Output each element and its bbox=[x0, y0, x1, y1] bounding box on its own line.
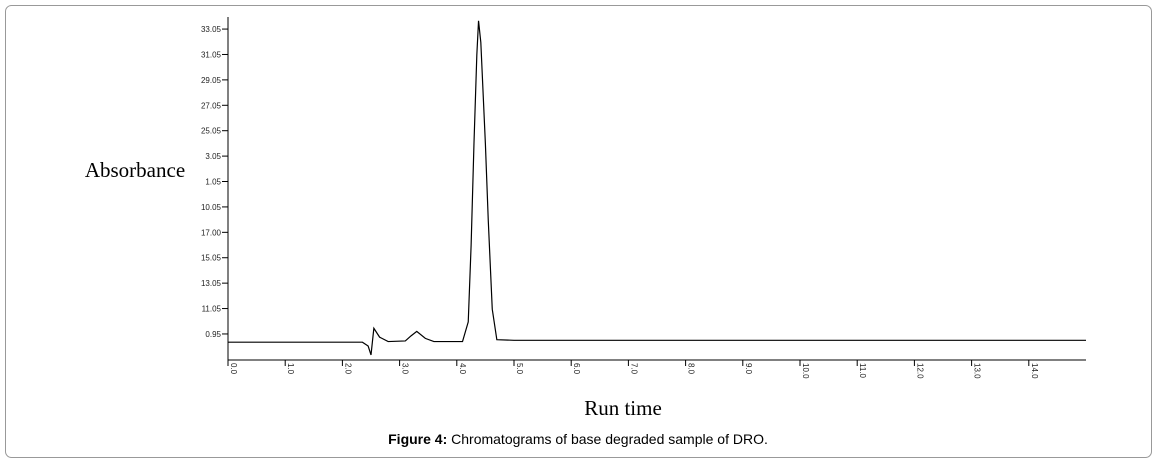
y-tick-label: 3.05 bbox=[205, 152, 221, 161]
y-tick-label: 33.05 bbox=[201, 25, 222, 34]
x-tick-label: 5.0 bbox=[515, 363, 524, 375]
x-tick-label: 8.0 bbox=[687, 363, 696, 375]
y-tick-label: 29.05 bbox=[201, 76, 222, 85]
x-tick-label: 6.0 bbox=[572, 363, 581, 375]
y-tick-label: 1.05 bbox=[205, 178, 221, 187]
caption-text: Chromatograms of base degraded sample of… bbox=[451, 431, 768, 447]
y-tick-label: 15.05 bbox=[201, 254, 222, 263]
x-tick-label: 10.0 bbox=[801, 363, 810, 379]
y-tick-label: 17.00 bbox=[201, 228, 222, 237]
x-tick-label: 9.0 bbox=[744, 363, 753, 375]
y-tick-label: 27.05 bbox=[201, 101, 222, 110]
y-axis-title: Absorbance bbox=[85, 158, 185, 182]
x-tick-label: 1.0 bbox=[286, 363, 295, 375]
x-tick-label: 4.0 bbox=[458, 363, 467, 375]
chromatogram-line bbox=[228, 20, 1086, 356]
caption-label: Figure 4: bbox=[388, 431, 447, 447]
x-tick-label: 2.0 bbox=[343, 363, 352, 375]
y-tick-label: 10.05 bbox=[201, 203, 222, 212]
x-tick-label: 13.0 bbox=[973, 363, 982, 379]
y-tick-label: 13.05 bbox=[201, 279, 222, 288]
x-tick-label: 7.0 bbox=[629, 363, 638, 375]
y-tick-label: 11.05 bbox=[202, 305, 222, 314]
x-axis-title: Run time bbox=[584, 396, 662, 420]
caption: Figure 4: Chromatograms of base degraded… bbox=[388, 431, 768, 447]
x-tick-label: 3.0 bbox=[401, 363, 410, 375]
y-tick-label: 31.05 bbox=[201, 50, 222, 59]
y-tick-label: 25.05 bbox=[201, 127, 222, 136]
x-tick-label: 11.0 bbox=[858, 363, 867, 379]
x-tick-label: 14.0 bbox=[1030, 363, 1039, 379]
y-tick-label: 0.95 bbox=[205, 330, 221, 339]
frame bbox=[5, 5, 1152, 458]
x-tick-label: 0.0 bbox=[229, 363, 238, 375]
x-tick-label: 12.0 bbox=[915, 363, 924, 379]
